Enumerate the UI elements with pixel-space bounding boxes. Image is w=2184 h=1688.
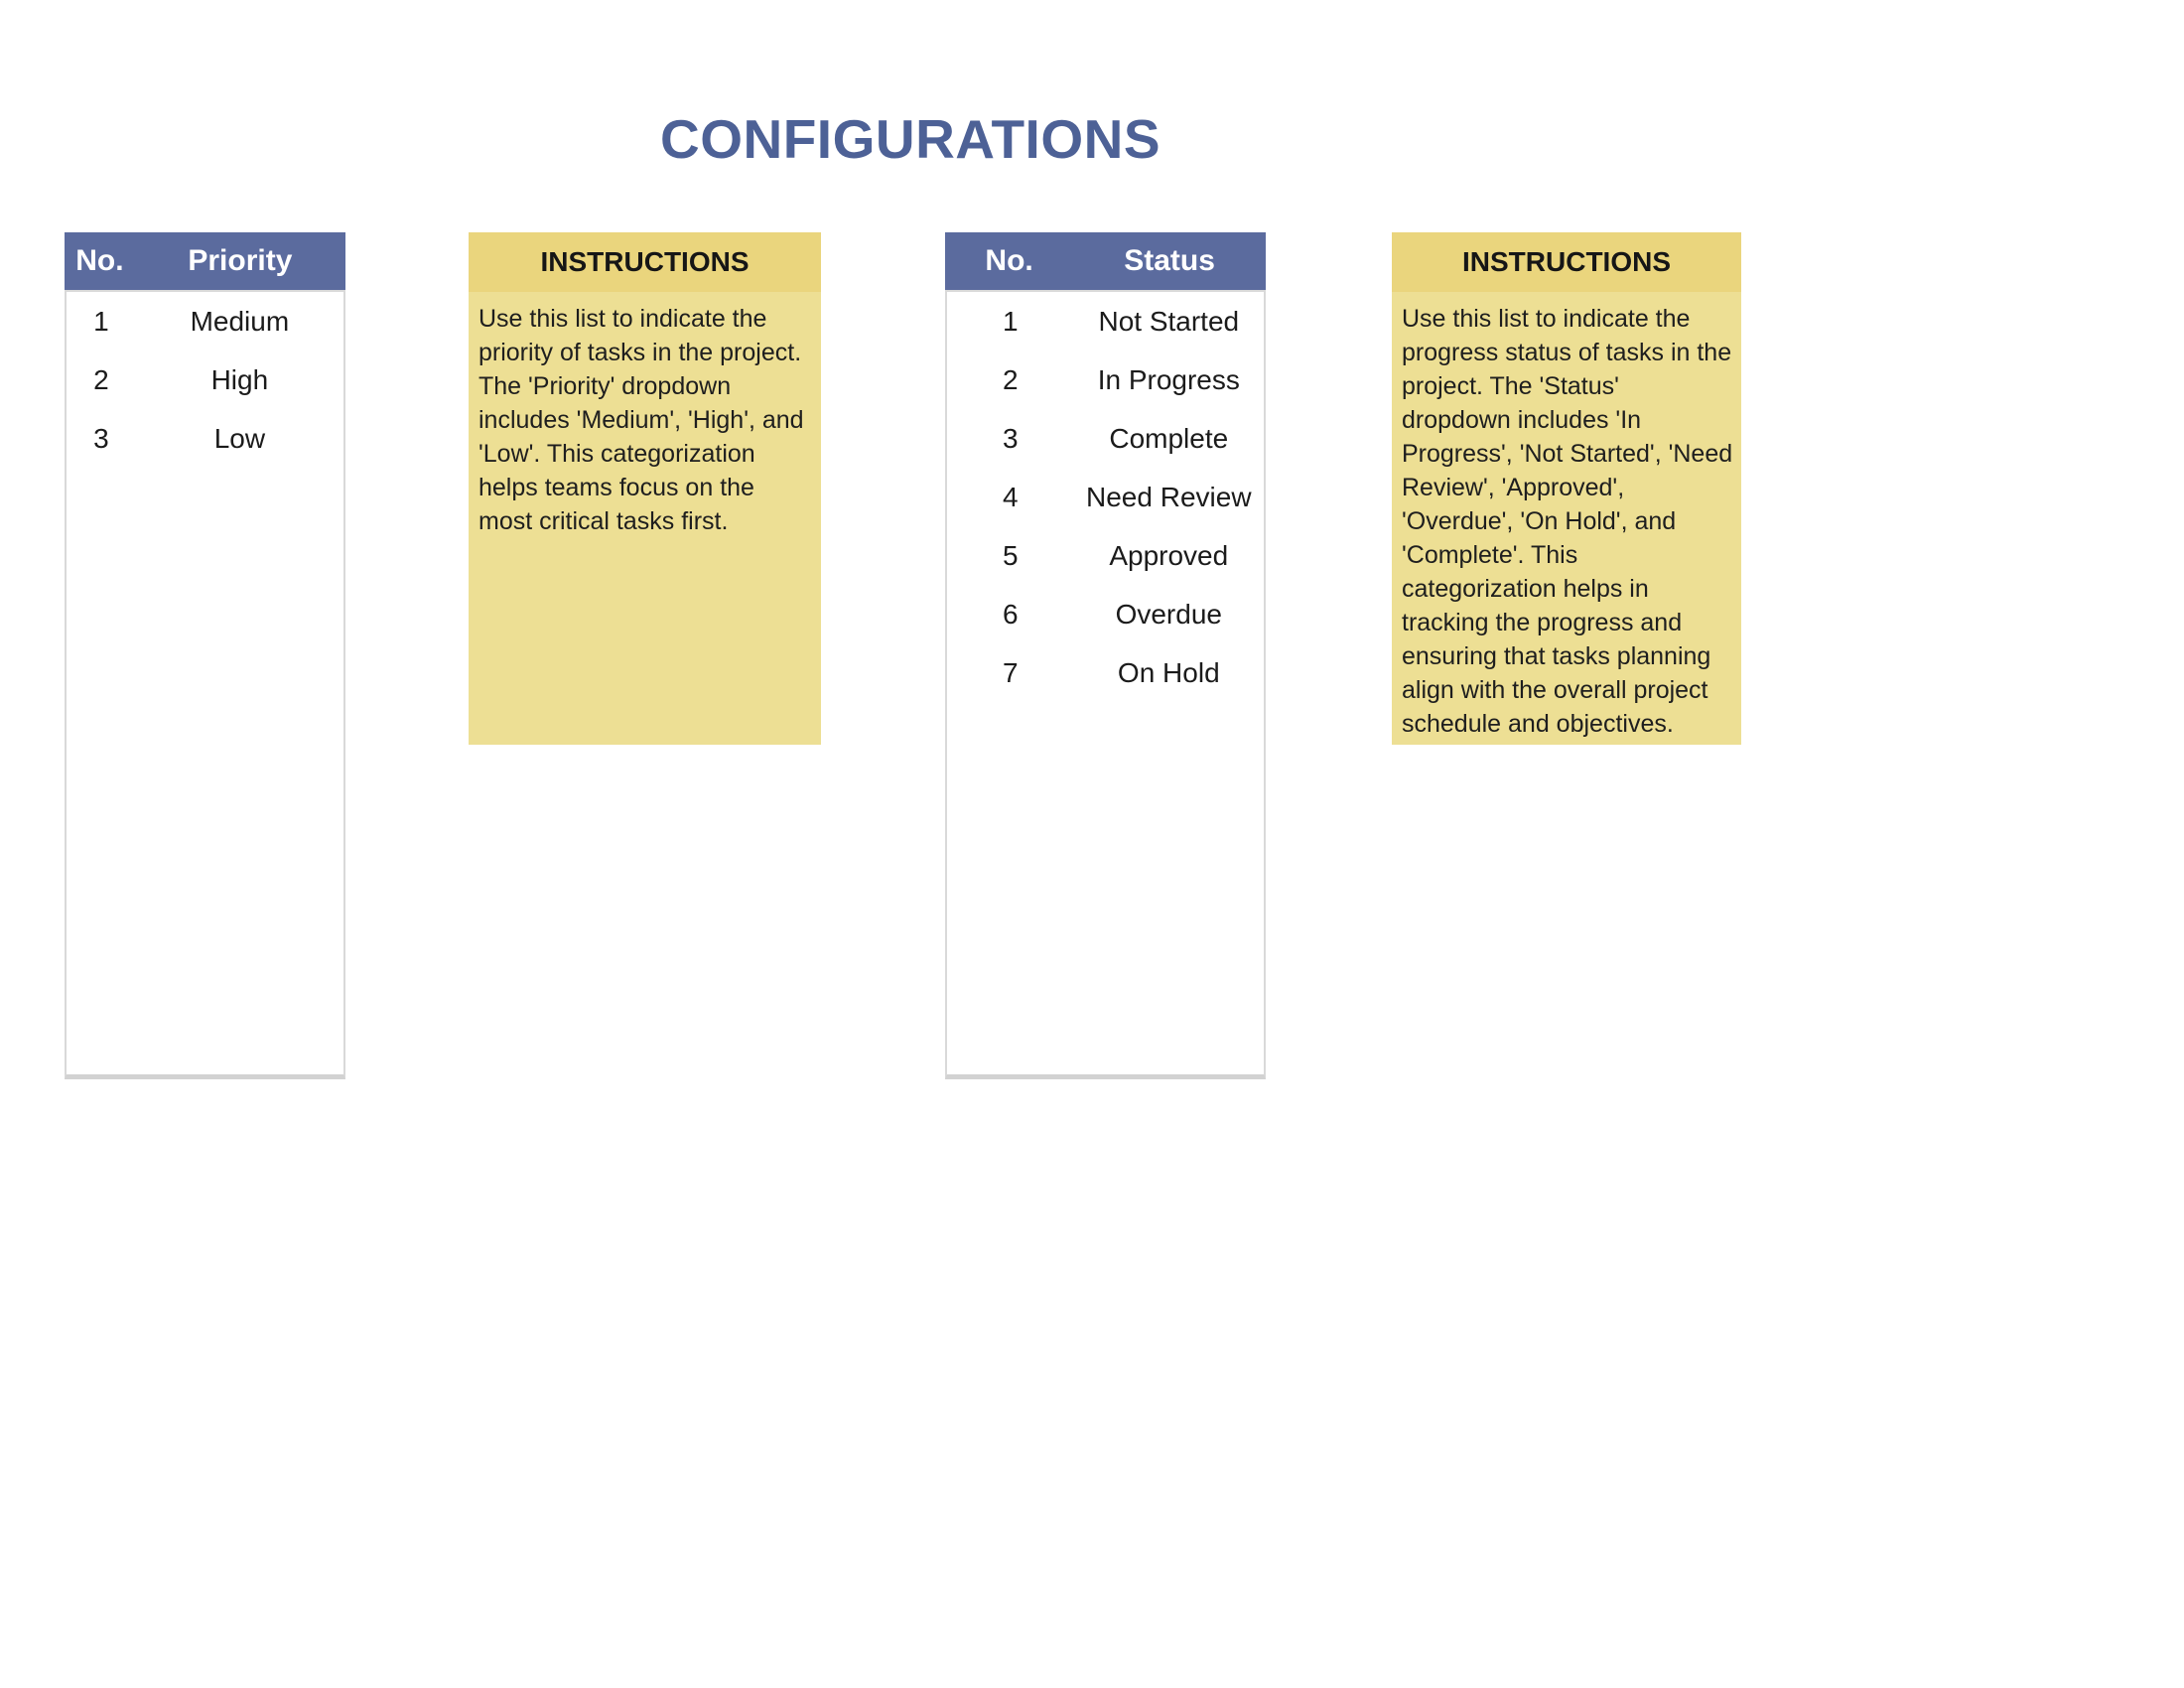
table-row: 3 Low — [67, 409, 343, 468]
priority-row-1-value-cell[interactable]: Medium — [190, 305, 290, 337]
status-table: No. Status 1 Not Started 2 In Progress 3… — [945, 232, 1266, 1079]
status-instructions-title: INSTRUCTIONS — [1392, 232, 1741, 292]
table-row: 2 In Progress — [947, 351, 1264, 409]
priority-table: No. Priority 1 Medium 2 High 3 Low — [65, 232, 345, 1079]
status-header-label-cell[interactable]: Status — [1124, 244, 1215, 277]
table-row: 6 Overdue — [947, 585, 1264, 643]
page-title: CONFIGURATIONS — [659, 108, 1161, 170]
status-row-3-value-cell[interactable]: Complete — [1109, 422, 1229, 454]
status-row-6-value-cell[interactable]: Overdue — [1115, 598, 1222, 630]
table-row: 3 Complete — [947, 409, 1264, 468]
priority-row-2-no-cell[interactable]: 2 — [93, 363, 109, 395]
priority-row-1-no-cell[interactable]: 1 — [93, 305, 109, 337]
status-instructions-text: Use this list to indicate the progress s… — [1392, 292, 1741, 745]
status-row-5-no-cell[interactable]: 5 — [1003, 539, 1019, 571]
priority-header-label-cell[interactable]: Priority — [188, 244, 293, 277]
status-row-6-no-cell[interactable]: 6 — [1003, 598, 1019, 630]
priority-table-header-row: No. Priority — [65, 232, 345, 290]
priority-row-3-value-cell[interactable]: Low — [213, 422, 266, 454]
status-row-5-value-cell[interactable]: Approved — [1109, 539, 1229, 571]
status-row-1-value-cell[interactable]: Not Started — [1098, 305, 1240, 337]
status-row-4-value-cell[interactable]: Need Review — [1086, 481, 1252, 512]
status-row-4-no-cell[interactable]: 4 — [1003, 481, 1019, 512]
status-row-1-no-cell[interactable]: 1 — [1003, 305, 1019, 337]
priority-row-2-value-cell[interactable]: High — [210, 363, 269, 395]
priority-instructions-title: INSTRUCTIONS — [469, 232, 821, 292]
table-row: 7 On Hold — [947, 643, 1264, 702]
status-row-2-no-cell[interactable]: 2 — [1003, 363, 1019, 395]
status-row-2-value-cell[interactable]: In Progress — [1097, 363, 1240, 395]
status-row-3-no-cell[interactable]: 3 — [1003, 422, 1019, 454]
table-row: 5 Approved — [947, 526, 1264, 585]
table-row: 1 Not Started — [947, 292, 1264, 351]
priority-instructions-text: Use this list to indicate the priority o… — [469, 292, 821, 745]
priority-header-no-cell[interactable]: No. — [75, 244, 124, 277]
priority-instructions-note: INSTRUCTIONS Use this list to indicate t… — [469, 232, 821, 745]
status-header-no-cell[interactable]: No. — [985, 244, 1033, 277]
status-instructions-note: INSTRUCTIONS Use this list to indicate t… — [1392, 232, 1741, 745]
table-row: 4 Need Review — [947, 468, 1264, 526]
table-row: 1 Medium — [67, 292, 343, 351]
priority-table-body: 1 Medium 2 High 3 Low — [65, 290, 345, 1079]
status-row-7-no-cell[interactable]: 7 — [1003, 656, 1019, 688]
status-row-7-value-cell[interactable]: On Hold — [1117, 656, 1220, 688]
priority-row-3-no-cell[interactable]: 3 — [93, 422, 109, 454]
table-row: 2 High — [67, 351, 343, 409]
status-table-body: 1 Not Started 2 In Progress 3 Complete 4… — [945, 290, 1266, 1079]
status-table-header-row: No. Status — [945, 232, 1266, 290]
